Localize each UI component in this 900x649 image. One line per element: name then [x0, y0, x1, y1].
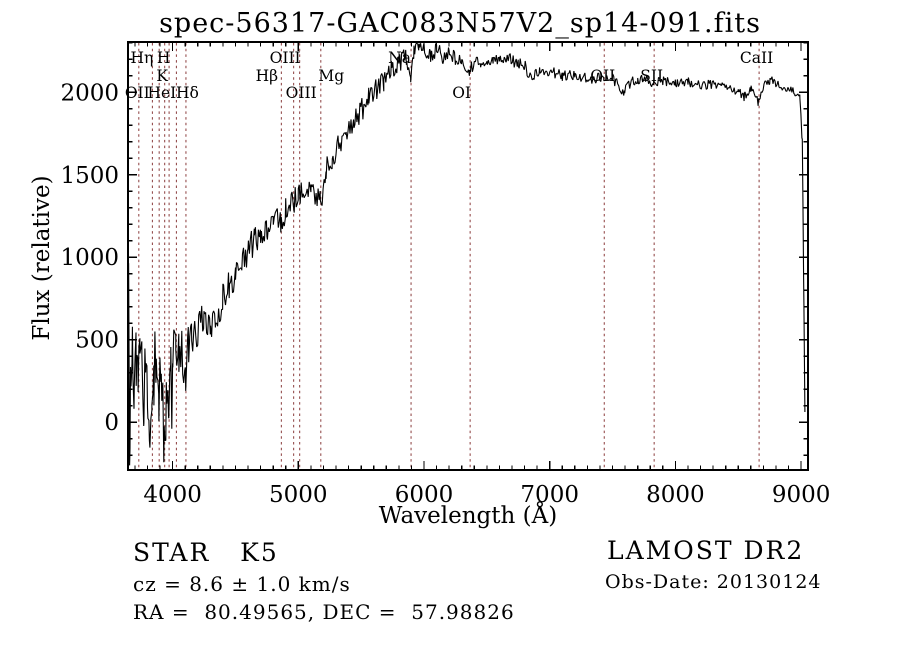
axis-ticks — [128, 42, 808, 470]
x-tick-label: 7000 — [520, 482, 579, 508]
spectral-line-label: Hη — [130, 49, 153, 67]
y-tick-label: 0 — [104, 410, 119, 436]
spectral-line-label: Mg — [318, 67, 344, 85]
spectral-line-label: OII — [125, 84, 150, 102]
spectral-line-label: K — [156, 67, 168, 85]
spectral-line-label: SII — [640, 67, 663, 85]
y-axis-label: Flux (relative) — [29, 175, 55, 341]
object-class-label: STAR K5 — [133, 538, 279, 567]
x-tick-label: 4000 — [143, 482, 202, 508]
spectral-line-label: OIII — [270, 49, 301, 67]
x-tick-label: 8000 — [646, 482, 705, 508]
obs-date-label: Obs-Date: 20130124 — [605, 571, 822, 593]
ra-dec-label: RA = 80.49565, DEC = 57.98826 — [133, 600, 515, 624]
spectral-line-label: HeI — [147, 84, 176, 102]
radial-velocity-label: cz = 8.6 ± 1.0 km/s — [133, 572, 351, 596]
spectral-line-label: OIII — [286, 84, 317, 102]
x-tick-label: 6000 — [395, 482, 454, 508]
spectral-line-label: Hδ — [176, 84, 199, 102]
y-tick-label: 1500 — [60, 163, 119, 189]
y-tick-labels: 0 500 1000 1500 2000 — [60, 80, 119, 436]
x-tick-label: 5000 — [269, 482, 328, 508]
y-tick-label: 500 — [75, 328, 119, 354]
spectral-line-label: OI — [452, 84, 471, 102]
y-tick-label: 1000 — [60, 245, 119, 271]
plot-border — [127, 41, 809, 471]
x-axis-label: Wavelength (Å) — [378, 503, 558, 529]
x-tick-labels: 4000 5000 6000 7000 8000 9000 — [143, 482, 830, 508]
survey-release-label: LAMOST DR2 — [607, 536, 805, 565]
spectral-line-label: Hβ — [256, 67, 279, 85]
spectral-line-label: CaII — [740, 49, 773, 67]
plot-title: spec-56317-GAC083N57V2_sp14-091.fits — [159, 8, 761, 39]
spectrum-trace — [128, 42, 806, 466]
x-tick-label: 9000 — [772, 482, 831, 508]
y-tick-label: 2000 — [60, 80, 119, 106]
spectral-line-markers — [138, 43, 760, 469]
spectral-line-label: H — [157, 49, 171, 67]
